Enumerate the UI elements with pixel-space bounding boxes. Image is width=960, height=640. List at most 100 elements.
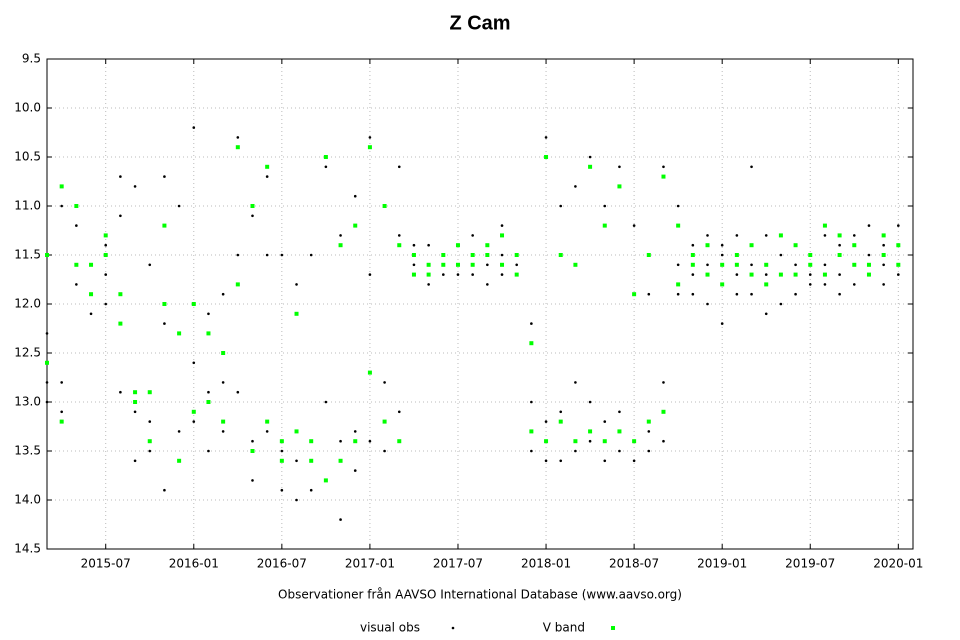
point [104, 302, 108, 306]
legend-label: V band [543, 621, 585, 635]
x-tick-label: 2020-01 [873, 557, 923, 571]
point [397, 243, 402, 248]
point [148, 449, 152, 453]
point [544, 136, 548, 139]
point [838, 243, 841, 247]
point [691, 273, 695, 276]
point [456, 273, 460, 276]
point [676, 282, 681, 287]
point [867, 224, 871, 227]
point [750, 292, 753, 296]
point [852, 243, 857, 248]
point [749, 243, 754, 248]
point [323, 155, 328, 159]
point [500, 224, 504, 227]
chart-title: Z Cam [449, 12, 510, 34]
point [515, 263, 518, 267]
point [838, 273, 841, 276]
point [309, 439, 314, 444]
point [735, 234, 739, 237]
point [793, 272, 798, 277]
x-tick-label: 2018-07 [609, 557, 659, 571]
point [500, 273, 504, 276]
point [45, 360, 49, 365]
point [163, 488, 166, 492]
point [309, 458, 314, 463]
point [339, 234, 342, 237]
point [661, 174, 666, 179]
point [764, 282, 769, 287]
x-tick-label: 2019-07 [785, 557, 835, 571]
point [764, 312, 768, 316]
point [74, 262, 79, 267]
point [778, 233, 783, 238]
point [544, 459, 548, 463]
point [822, 223, 827, 228]
point [485, 243, 490, 248]
point [207, 449, 210, 453]
point [353, 439, 358, 444]
point [486, 283, 489, 286]
point [559, 459, 563, 463]
point [734, 253, 739, 257]
point [426, 262, 431, 267]
point [235, 145, 240, 150]
point [163, 175, 166, 178]
point [764, 234, 768, 237]
point [427, 283, 430, 286]
point [705, 243, 710, 248]
point [588, 429, 593, 434]
point [236, 390, 240, 394]
point [455, 262, 460, 267]
point [514, 253, 519, 257]
point [206, 400, 211, 404]
point [676, 223, 681, 228]
point [882, 283, 885, 286]
point [734, 262, 739, 267]
point [133, 390, 138, 395]
point [530, 322, 533, 325]
point [192, 361, 196, 365]
point [251, 479, 254, 482]
point [59, 184, 64, 189]
point [397, 234, 401, 237]
point [617, 429, 622, 434]
point [119, 175, 122, 178]
point [441, 262, 446, 267]
point [368, 439, 372, 443]
point [881, 233, 886, 238]
point [618, 165, 621, 169]
point [647, 430, 651, 433]
point [367, 370, 372, 375]
point [89, 312, 93, 316]
point [455, 243, 460, 248]
point [338, 458, 343, 463]
point [661, 409, 666, 414]
point [45, 332, 49, 335]
legend-swatch [451, 626, 455, 630]
point [411, 253, 416, 257]
point [382, 419, 387, 424]
point [529, 341, 534, 346]
point [75, 224, 78, 227]
point [133, 400, 138, 404]
point [339, 518, 342, 521]
point [104, 273, 108, 276]
point [280, 488, 284, 492]
point [411, 272, 416, 277]
point [207, 312, 210, 316]
point [866, 262, 871, 267]
y-tick-label: 13.5 [14, 444, 41, 458]
x-tick-label: 2017-07 [433, 557, 483, 571]
point [192, 420, 196, 423]
point [148, 263, 152, 267]
point [367, 145, 372, 150]
y-tick-label: 10.5 [14, 150, 41, 164]
point [529, 429, 534, 434]
point [89, 292, 94, 297]
point [426, 272, 431, 277]
point [207, 390, 210, 394]
point [470, 262, 475, 267]
point [147, 439, 152, 444]
point [764, 262, 769, 267]
